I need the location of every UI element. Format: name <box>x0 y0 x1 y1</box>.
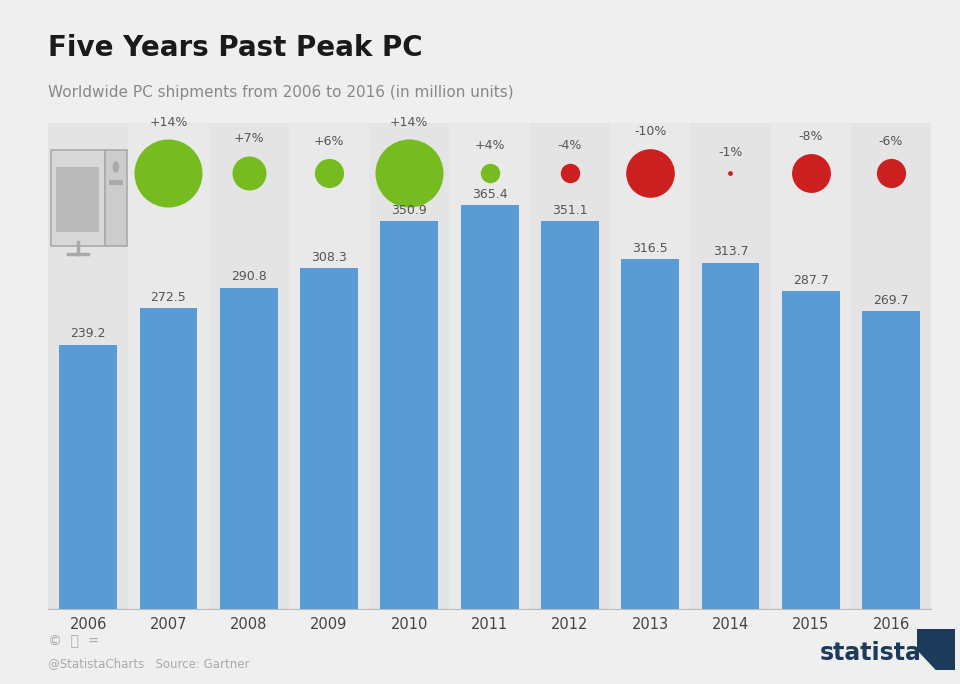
Bar <box>449 123 530 609</box>
Text: 239.2: 239.2 <box>70 328 106 341</box>
Bar <box>109 180 123 185</box>
Bar <box>610 123 690 609</box>
Bar <box>48 123 129 609</box>
Bar <box>380 222 438 609</box>
Point <box>241 168 256 179</box>
Bar <box>851 123 931 609</box>
Bar <box>862 311 920 609</box>
Point <box>482 168 497 179</box>
Bar <box>370 123 449 609</box>
Point <box>401 168 417 179</box>
Text: +14%: +14% <box>149 116 187 129</box>
Text: 313.7: 313.7 <box>712 245 748 258</box>
Bar <box>541 221 599 609</box>
Text: 316.5: 316.5 <box>633 242 668 255</box>
Bar <box>461 205 518 609</box>
Bar <box>289 123 370 609</box>
FancyBboxPatch shape <box>105 150 127 246</box>
Point <box>642 168 658 179</box>
Text: 272.5: 272.5 <box>151 291 186 304</box>
Point <box>322 168 337 179</box>
Bar <box>690 123 771 609</box>
Text: +7%: +7% <box>233 132 264 145</box>
Text: 351.1: 351.1 <box>552 204 588 217</box>
Polygon shape <box>917 650 936 670</box>
Text: +6%: +6% <box>314 135 345 148</box>
Text: 308.3: 308.3 <box>311 251 347 264</box>
Bar <box>771 123 851 609</box>
FancyBboxPatch shape <box>51 150 105 246</box>
Text: 290.8: 290.8 <box>230 270 267 283</box>
Bar <box>621 259 679 609</box>
Bar <box>300 269 358 609</box>
Text: 365.4: 365.4 <box>471 188 508 201</box>
Text: 287.7: 287.7 <box>793 274 828 287</box>
Bar <box>781 291 840 609</box>
Circle shape <box>113 162 118 172</box>
Text: -6%: -6% <box>878 135 903 148</box>
Text: -1%: -1% <box>718 146 743 159</box>
Point <box>160 168 176 179</box>
Bar <box>57 168 99 232</box>
Bar <box>60 345 117 609</box>
Text: 350.9: 350.9 <box>392 204 427 217</box>
Bar <box>530 123 610 609</box>
Text: +14%: +14% <box>390 116 428 129</box>
Bar <box>139 308 198 609</box>
Text: statista: statista <box>820 641 922 666</box>
Text: -8%: -8% <box>799 130 823 143</box>
Bar <box>208 123 289 609</box>
Point <box>883 168 899 179</box>
Bar <box>702 263 759 609</box>
Text: Five Years Past Peak PC: Five Years Past Peak PC <box>48 34 422 62</box>
Text: -10%: -10% <box>634 125 666 138</box>
Text: +4%: +4% <box>474 140 505 153</box>
Text: Worldwide PC shipments from 2006 to 2016 (in million units): Worldwide PC shipments from 2006 to 2016… <box>48 86 514 101</box>
Text: @StatistaCharts   Source: Gartner: @StatistaCharts Source: Gartner <box>48 657 250 670</box>
Point <box>804 168 819 179</box>
Text: -4%: -4% <box>558 140 582 153</box>
Bar <box>220 288 277 609</box>
Point <box>723 168 738 179</box>
Point <box>563 168 578 179</box>
Text: ©  ⓘ  =: © ⓘ = <box>48 635 100 648</box>
Bar <box>129 123 208 609</box>
Text: 269.7: 269.7 <box>874 293 909 306</box>
